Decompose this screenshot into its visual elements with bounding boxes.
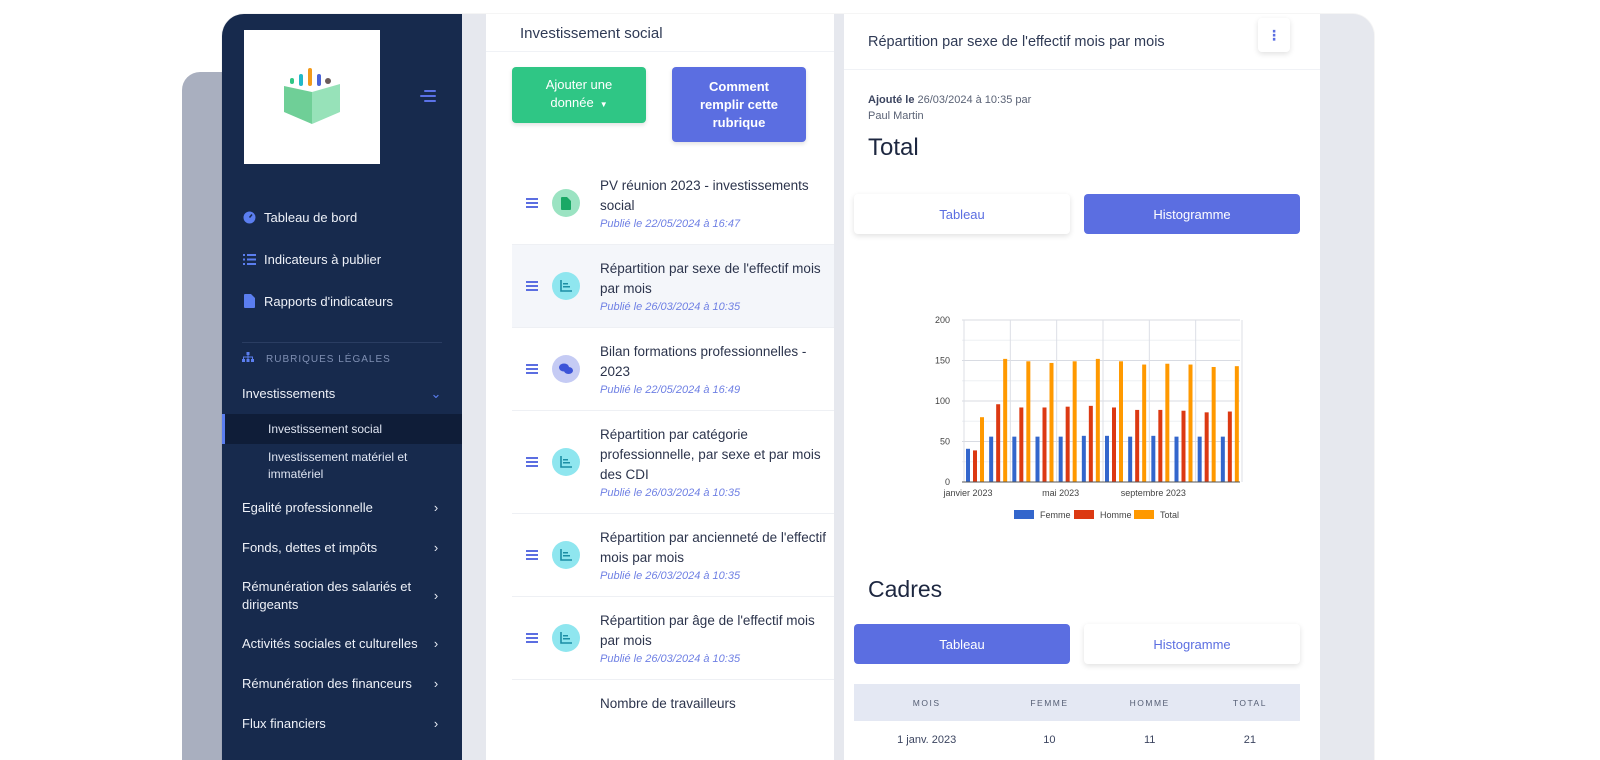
menu-toggle-button[interactable] xyxy=(420,90,438,104)
chart-icon xyxy=(552,272,580,300)
chevron-down-icon: ⌄ xyxy=(430,386,442,401)
nav-item-label: Rapports d'indicateurs xyxy=(264,293,393,309)
author: Paul Martin xyxy=(868,110,924,122)
logo-icon xyxy=(284,68,340,124)
sidebar-item-fonds[interactable]: Fonds, dettes et impôts › xyxy=(222,528,462,568)
help-button[interactable]: Comment remplir cette rubrique xyxy=(672,67,806,142)
chevron-right-icon: › xyxy=(433,716,439,731)
drag-handle-icon[interactable] xyxy=(526,548,540,562)
histogram-chart: 0 50 100 150 200 janvier 2023 mai 2023 septembr… xyxy=(904,296,1244,526)
drag-handle-icon[interactable] xyxy=(526,362,540,376)
view-toggle-cadres: Tableau Histogramme xyxy=(854,624,1300,664)
list-item-selected[interactable]: Répartition par sexe de l'effectif mois … xyxy=(512,245,834,328)
svg-text:Femme: Femme xyxy=(1040,510,1071,520)
sidebar: Tableau de bord Indicateurs à publier Ra… xyxy=(222,14,462,760)
scroll-gutter xyxy=(1320,14,1374,760)
chevron-right-icon: › xyxy=(433,636,439,651)
bar-chart: 0 50 100 150 200 janvier 2023 mai 2023 septembr… xyxy=(935,315,1243,520)
table-header: MOIS FEMME HOMME TOTAL xyxy=(854,684,1300,721)
view-toggle-total: Tableau Histogramme xyxy=(854,194,1300,234)
svg-text:janvier 2023: janvier 2023 xyxy=(942,488,992,498)
svg-text:100: 100 xyxy=(935,396,950,406)
data-items-list: PV réunion 2023 - investissements social… xyxy=(512,162,834,728)
table-row: 1 janv. 2023 10 11 21 xyxy=(897,733,1256,746)
list-item[interactable]: Bilan formations professionnelles - 2023… xyxy=(512,328,834,411)
chevron-right-icon: › xyxy=(433,588,439,603)
tab-table[interactable]: Tableau xyxy=(854,624,1070,664)
sidebar-item-egalite[interactable]: Egalité professionnelle › xyxy=(222,488,462,528)
document-icon xyxy=(552,189,580,217)
sidebar-item-flux[interactable]: Flux financiers › xyxy=(222,704,462,744)
nav-item-reports[interactable]: Rapports d'indicateurs xyxy=(222,280,462,322)
dashboard-icon xyxy=(242,210,256,224)
comments-icon xyxy=(552,355,580,383)
panel-title: Investissement social xyxy=(486,14,834,52)
svg-text:50: 50 xyxy=(940,437,950,447)
nav-item-indicators[interactable]: Indicateurs à publier xyxy=(222,238,462,280)
sidebar-item-investissements[interactable]: Investissements ⌄ xyxy=(242,386,442,401)
section-title-total: Total xyxy=(868,134,919,161)
chevron-right-icon: › xyxy=(433,500,439,515)
document-icon xyxy=(242,294,256,308)
tab-histogram[interactable]: Histogramme xyxy=(1084,624,1300,664)
action-buttons: Ajouter une donnée ▼ Comment remplir cett… xyxy=(512,67,806,142)
app-window: Tableau de bord Indicateurs à publier Ra… xyxy=(222,14,1374,760)
section-label: RUBRIQUES LÉGALES xyxy=(242,344,391,374)
svg-text:septembre 2023: septembre 2023 xyxy=(1121,488,1186,498)
tab-table[interactable]: Tableau xyxy=(854,194,1070,234)
app-logo[interactable] xyxy=(244,30,380,164)
list-icon xyxy=(242,252,256,266)
sidebar-item-activites[interactable]: Activités sociales et culturelles › xyxy=(222,624,462,664)
detail-title: Répartition par sexe de l'effectif mois … xyxy=(868,33,1165,50)
legal-nav: Investissements ⌄ Investissement social … xyxy=(222,374,462,744)
svg-text:0: 0 xyxy=(945,477,950,487)
detail-meta: Ajouté le 26/03/2024 à 10:35 par Paul Ma… xyxy=(868,94,1032,122)
data-list-panel: Investissement social Ajouter une donnée… xyxy=(486,14,834,760)
svg-text:mai 2023: mai 2023 xyxy=(1042,488,1079,498)
chevron-right-icon: › xyxy=(433,540,439,555)
add-data-button[interactable]: Ajouter une donnée ▼ xyxy=(512,67,646,123)
drag-handle-icon[interactable] xyxy=(526,631,540,645)
svg-text:150: 150 xyxy=(935,356,950,366)
drag-handle-icon[interactable] xyxy=(526,455,540,469)
nav-item-label: Tableau de bord xyxy=(264,209,358,225)
sidebar-item-remuneration-financeurs[interactable]: Rémunération des financeurs › xyxy=(222,664,462,704)
svg-text:200: 200 xyxy=(935,315,950,325)
drag-handle-icon[interactable] xyxy=(526,279,540,293)
svg-text:Homme: Homme xyxy=(1100,510,1132,520)
sitemap-icon xyxy=(242,352,254,366)
caret-down-icon: ▼ xyxy=(599,100,608,109)
list-item[interactable]: Répartition par âge de l'effectif mois p… xyxy=(512,597,834,680)
sidebar-subitem-investissement-social[interactable]: Investissement social xyxy=(222,414,462,444)
svg-text:Total: Total xyxy=(1160,510,1179,520)
main-nav: Tableau de bord Indicateurs à publier Ra… xyxy=(222,196,462,322)
sidebar-subitem-investissement-materiel[interactable]: Investissement matériel et immatériel xyxy=(268,450,408,481)
list-item[interactable]: Répartition par catégorie professionnell… xyxy=(512,411,834,514)
detail-header: Répartition par sexe de l'effectif mois … xyxy=(844,14,1320,70)
sidebar-divider xyxy=(242,342,442,343)
list-item[interactable]: PV réunion 2023 - investissements social… xyxy=(512,162,834,245)
section-title-cadres: Cadres xyxy=(868,576,943,602)
list-item[interactable]: Répartition par ancienneté de l'effectif… xyxy=(512,514,834,597)
sidebar-item-remuneration-salaries[interactable]: Rémunération des salariés et dirigeants … xyxy=(222,568,462,624)
chart-icon xyxy=(552,541,580,569)
nav-item-dashboard[interactable]: Tableau de bord xyxy=(222,196,462,238)
detail-panel: Répartition par sexe de l'effectif mois … xyxy=(844,14,1320,760)
chart-icon xyxy=(552,624,580,652)
chevron-right-icon: › xyxy=(433,676,439,691)
list-item[interactable]: Nombre de travailleurs xyxy=(600,696,736,711)
data-table: MOIS FEMME HOMME TOTAL 1 janv. 2023 10 1… xyxy=(854,684,1300,758)
drag-handle-icon[interactable] xyxy=(526,196,540,210)
nav-item-label: Indicateurs à publier xyxy=(264,251,382,267)
more-options-icon[interactable]: ⋮ xyxy=(1258,18,1290,52)
chart-icon xyxy=(552,448,580,476)
tab-histogram[interactable]: Histogramme xyxy=(1084,194,1300,234)
